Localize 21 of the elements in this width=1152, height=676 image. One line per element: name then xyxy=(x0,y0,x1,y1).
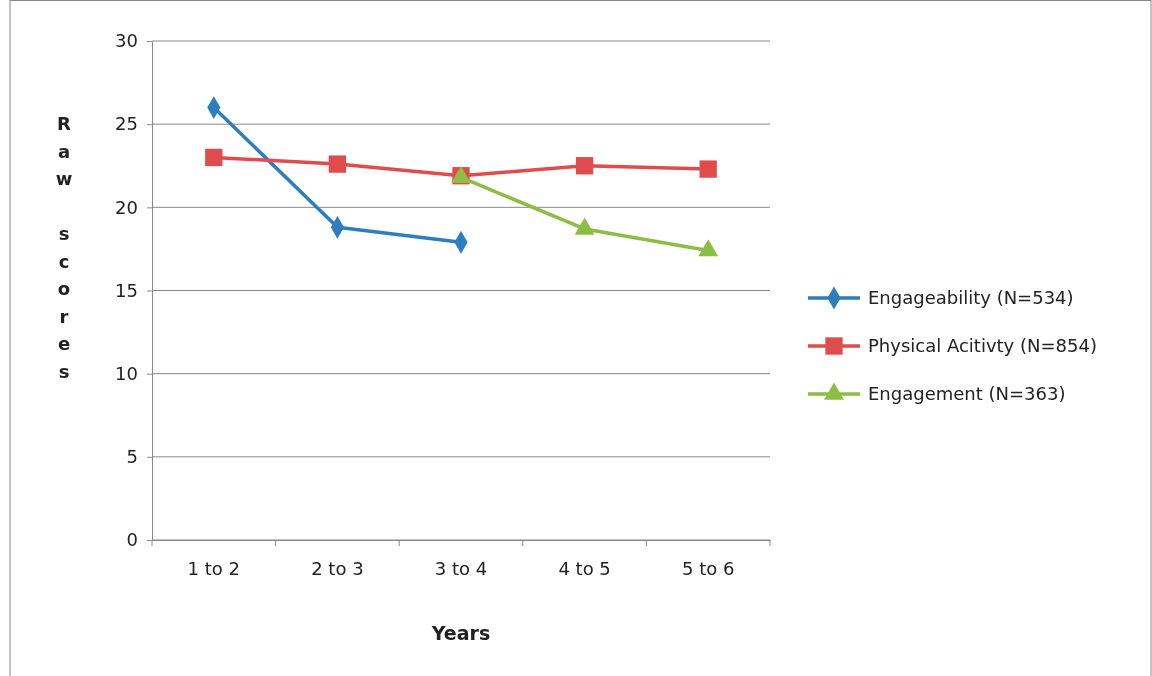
y-tick-label: 0 xyxy=(126,529,138,551)
x-tick-label: 2 to 3 xyxy=(311,558,364,579)
y-tick-label: 10 xyxy=(115,362,138,384)
y-tick-label: 5 xyxy=(126,446,138,468)
y-tick-label: 15 xyxy=(115,279,138,301)
point xyxy=(699,160,717,178)
text: Raw scores xyxy=(55,113,73,382)
legend-label: Physical Acitivty (N=854) xyxy=(868,335,1097,356)
x-tick-label: 1 to 2 xyxy=(187,558,241,579)
x-tick-label: 5 to 6 xyxy=(681,558,735,579)
x-tick-label: 3 to 4 xyxy=(434,558,488,579)
y-tick-label: 30 xyxy=(115,30,138,52)
y-tick-label: 20 xyxy=(115,196,138,218)
legend-label: Engagement (N=363) xyxy=(868,383,1066,404)
legend-label: Engageability (N=534) xyxy=(868,287,1074,308)
point xyxy=(205,148,223,167)
x-tick-label: 4 to 5 xyxy=(558,558,611,579)
y-tick-label: 25 xyxy=(115,113,138,135)
point xyxy=(328,155,347,173)
point xyxy=(575,157,594,175)
x-axis-title: Years xyxy=(430,622,491,644)
